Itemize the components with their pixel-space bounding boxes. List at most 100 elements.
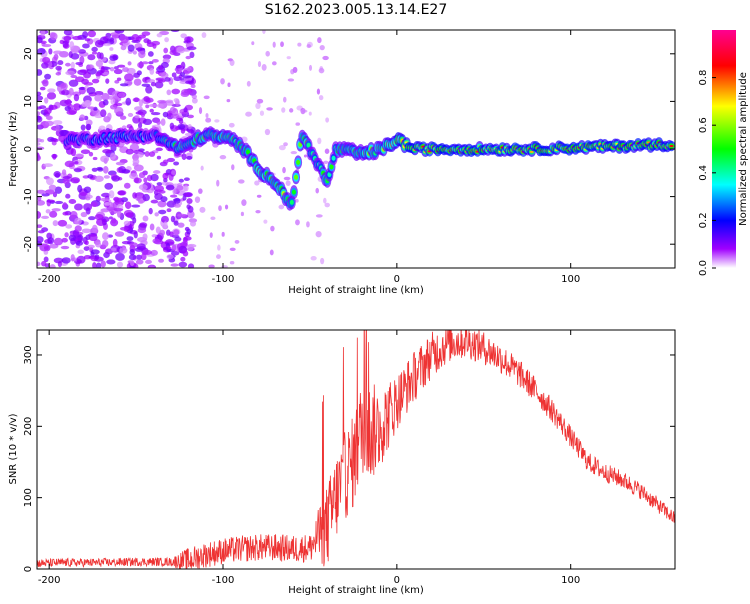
noise-speckle: [303, 154, 308, 158]
colorbar-tick-label: 0.8: [698, 70, 709, 86]
noise-speckle: [257, 61, 262, 68]
noise-speckle: [113, 208, 124, 212]
noise-speckle: [182, 195, 187, 201]
noise-speckle: [198, 188, 203, 194]
noise-speckle: [224, 204, 229, 210]
noise-speckle: [41, 62, 49, 69]
noise-speckle: [145, 85, 153, 94]
noise-speckle: [170, 263, 179, 267]
colorbar-tick-label: 0.4: [698, 165, 709, 181]
noise-speckle: [138, 50, 146, 59]
noise-speckle: [137, 151, 144, 158]
noise-speckle: [149, 68, 155, 75]
noise-speckle: [110, 152, 117, 160]
noise-speckle: [37, 142, 41, 146]
noise-speckle: [37, 210, 42, 219]
noise-speckle: [102, 148, 112, 154]
noise-speckle: [126, 212, 134, 218]
noise-speckle: [102, 99, 109, 106]
ridge-core: [529, 150, 534, 153]
noise-speckle: [319, 66, 323, 71]
noise-speckle: [177, 123, 186, 130]
noise-speckle: [78, 86, 87, 90]
noise-speckle: [290, 68, 295, 75]
noise-speckle: [129, 172, 139, 180]
noise-speckle: [130, 260, 135, 267]
noise-speckle: [163, 159, 169, 164]
noise-speckle: [151, 234, 158, 238]
noise-speckle: [70, 148, 77, 157]
y-tick-label: 0: [23, 566, 34, 572]
noise-speckle: [209, 232, 213, 238]
noise-speckle: [237, 179, 245, 184]
noise-speckle: [91, 51, 98, 55]
noise-speckle: [131, 40, 141, 44]
noise-speckle: [86, 64, 93, 70]
noise-speckle: [148, 207, 153, 215]
noise-speckle: [65, 224, 73, 229]
noise-speckle: [301, 109, 308, 113]
noise-speckle: [149, 265, 155, 268]
noise-speckle: [48, 48, 53, 55]
noise-speckle: [178, 261, 188, 268]
noise-speckle: [87, 244, 95, 249]
noise-speckle: [152, 43, 157, 49]
noise-speckle: [160, 196, 168, 203]
noise-speckle: [100, 65, 105, 74]
ridge-core: [306, 142, 311, 148]
noise-speckle: [176, 64, 182, 69]
noise-speckle: [182, 239, 188, 247]
noise-speckle: [165, 184, 175, 191]
noise-speckle: [53, 237, 63, 246]
noise-speckle: [109, 55, 118, 61]
noise-speckle: [104, 201, 112, 206]
noise-speckle: [109, 66, 115, 72]
noise-speckle: [320, 257, 325, 265]
noise-speckle: [99, 109, 107, 118]
noise-speckle: [116, 77, 122, 81]
noise-speckle: [62, 176, 71, 180]
colorbar: [712, 30, 736, 268]
noise-speckle: [43, 163, 53, 168]
noise-speckle: [183, 185, 189, 192]
noise-speckle: [66, 110, 77, 115]
noise-speckle: [251, 41, 255, 46]
colorbar-tick-label: 0.6: [698, 117, 709, 133]
noise-speckle: [62, 202, 68, 209]
noise-speckle: [186, 244, 194, 252]
noise-speckle: [85, 196, 91, 201]
noise-speckle: [97, 167, 104, 172]
noise-speckle: [166, 208, 172, 213]
noise-speckle: [52, 138, 59, 143]
noise-speckle: [90, 201, 98, 207]
noise-speckle: [186, 198, 193, 204]
noise-speckle: [81, 228, 92, 234]
noise-speckle: [187, 263, 195, 268]
noise-speckle: [226, 99, 231, 103]
noise-speckle: [52, 153, 57, 160]
noise-speckle: [285, 180, 291, 186]
y-tick-label: -10: [23, 188, 34, 204]
noise-speckle: [315, 214, 323, 218]
snr-line-layer: [37, 330, 675, 569]
noise-speckle: [49, 104, 58, 110]
noise-speckle: [160, 72, 169, 79]
noise-speckle: [63, 30, 73, 36]
noise-speckle: [149, 108, 154, 113]
noise-speckle: [48, 184, 57, 191]
noise-speckle: [44, 120, 54, 127]
noise-speckle: [80, 211, 88, 218]
noise-speckle: [87, 54, 96, 61]
noise-speckle: [70, 254, 75, 262]
noise-speckle: [141, 31, 151, 36]
noise-speckle: [77, 249, 85, 255]
noise-speckle: [278, 204, 285, 210]
noise-speckle: [173, 197, 181, 204]
noise-speckle: [182, 250, 189, 257]
noise-speckle: [271, 61, 277, 66]
noise-speckle: [72, 103, 79, 109]
noise-speckle: [46, 92, 57, 100]
noise-speckle: [41, 260, 47, 267]
noise-speckle: [45, 209, 51, 214]
noise-speckle: [72, 91, 82, 96]
